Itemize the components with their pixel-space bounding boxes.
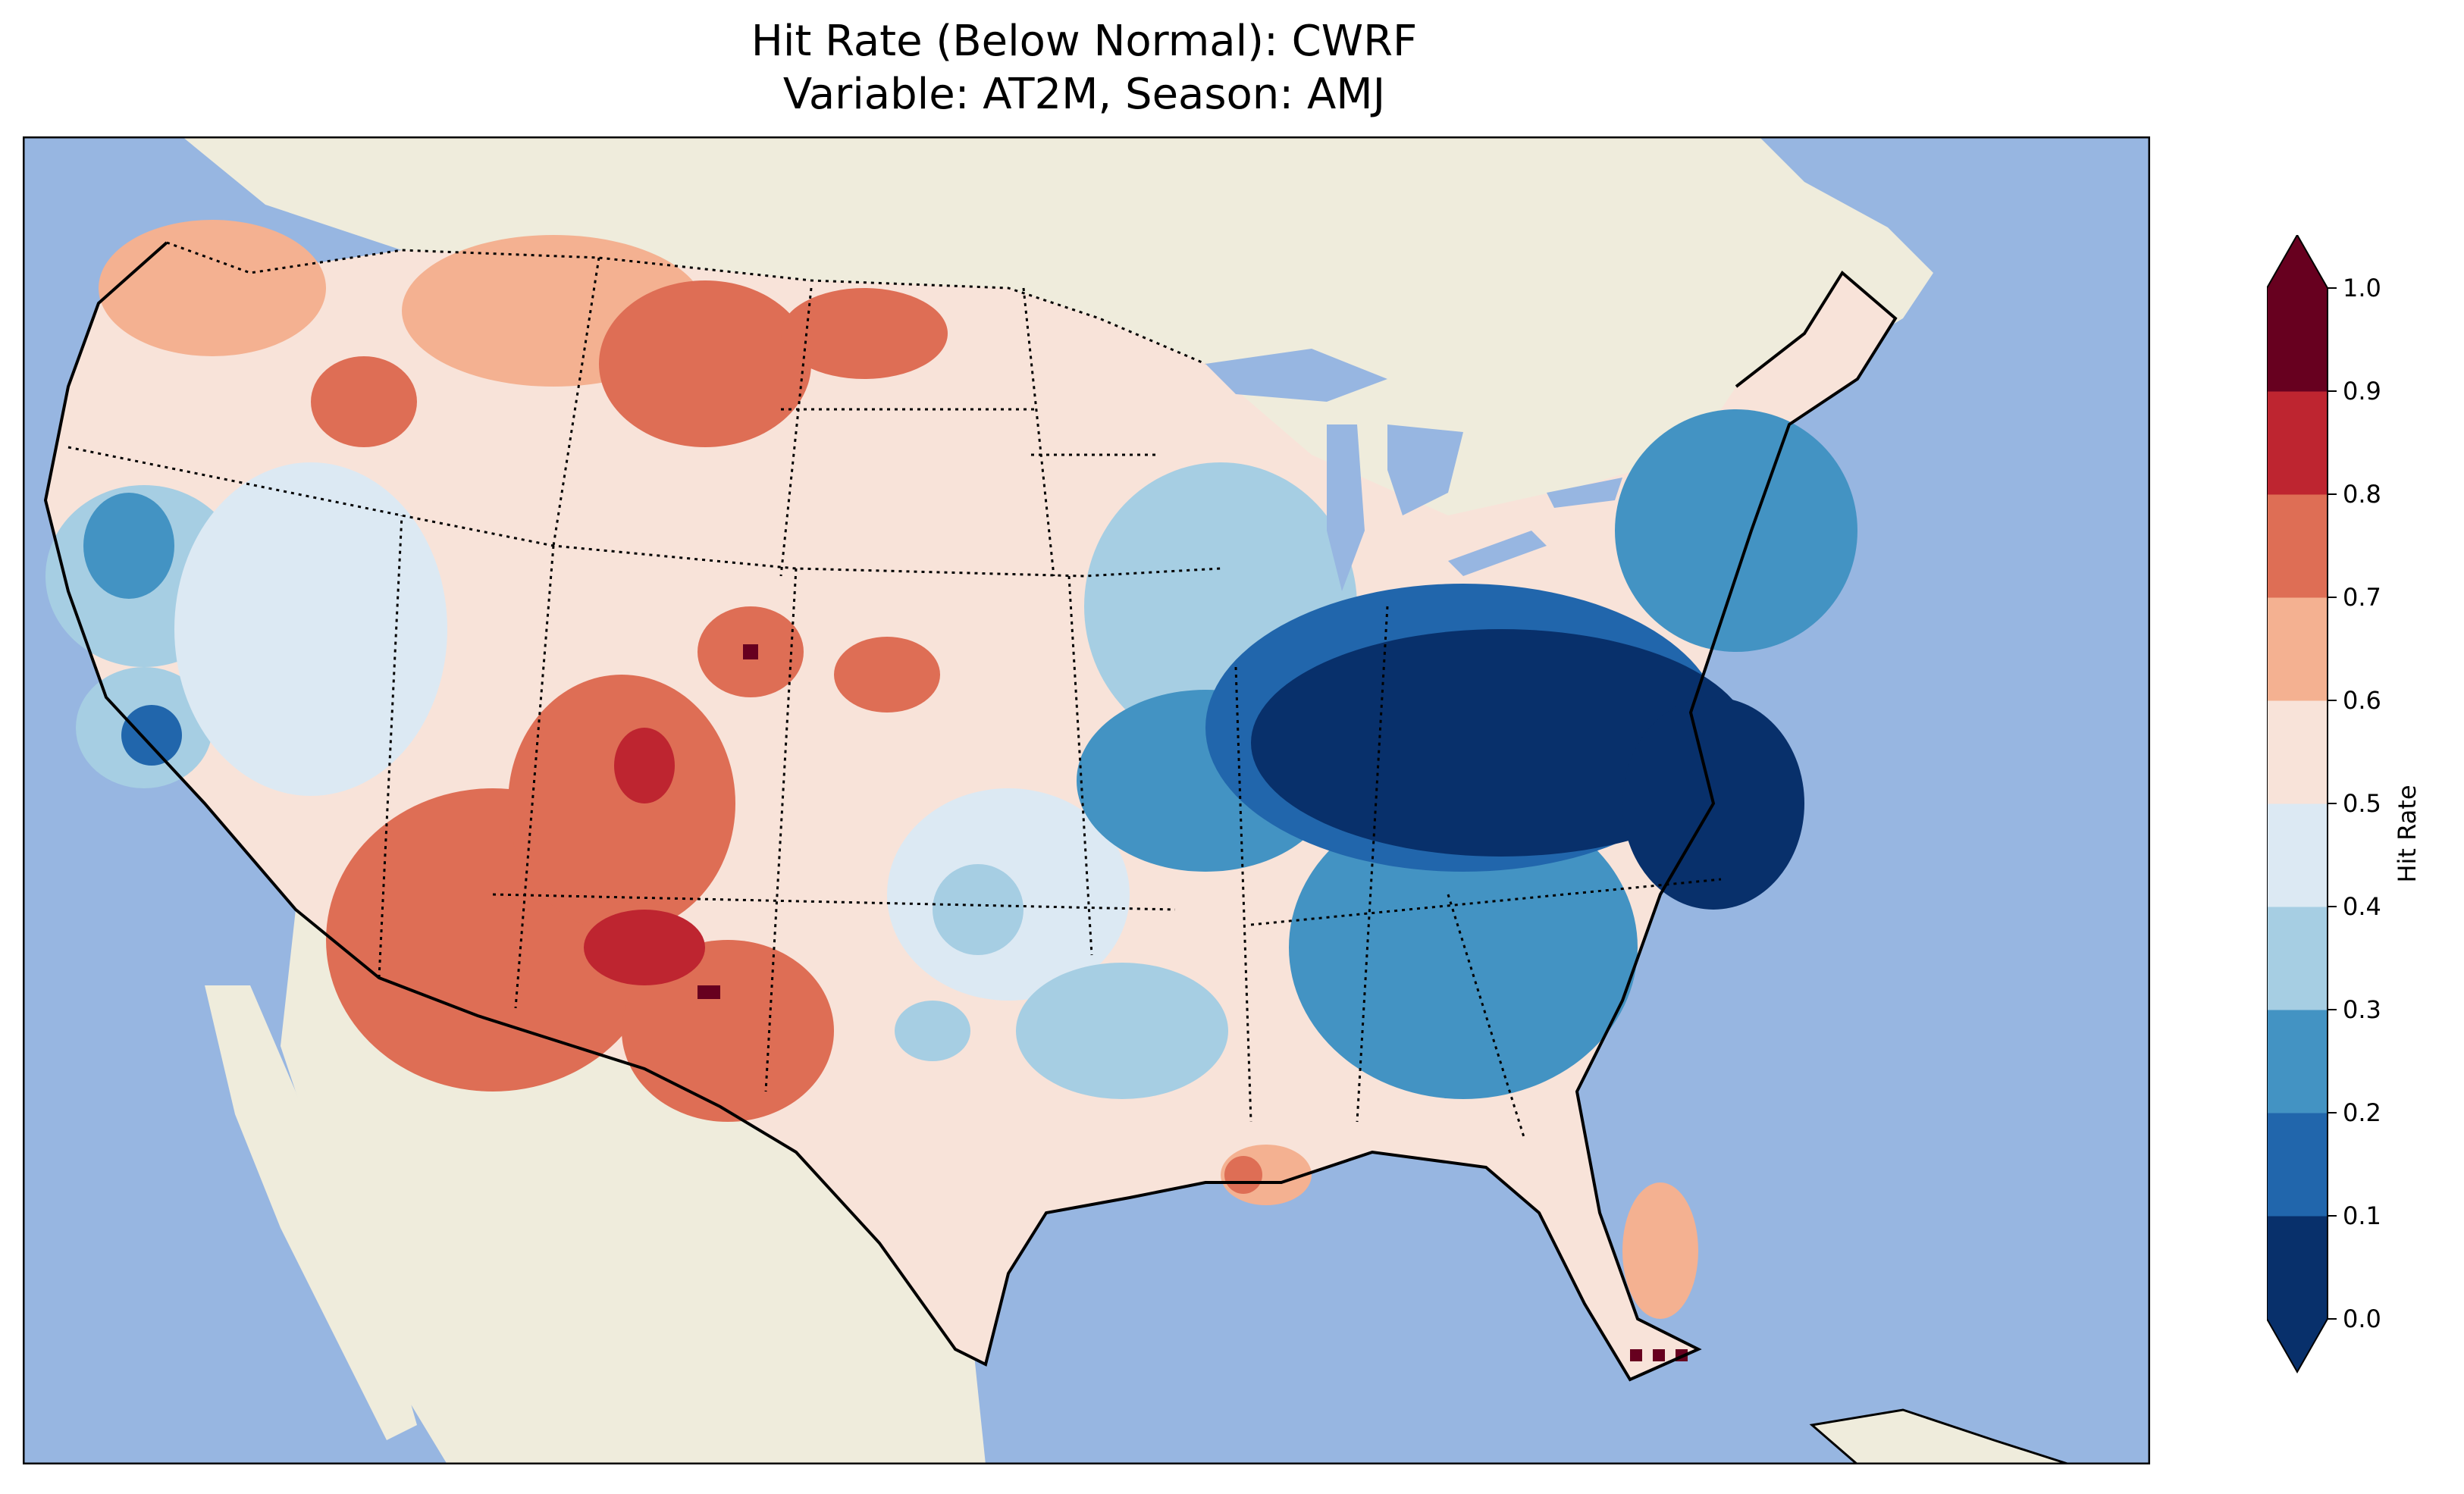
colorbar-tick-label: 0.8 — [2343, 480, 2381, 509]
heat-cell — [1289, 796, 1638, 1099]
state-border — [1067, 575, 1093, 956]
state-border — [779, 287, 813, 577]
state-border — [1234, 666, 1252, 1123]
heat-cell — [743, 644, 758, 659]
cuba-land — [1809, 1408, 2071, 1464]
heat-cell — [622, 940, 834, 1122]
heat-cell — [895, 1001, 970, 1061]
state-border — [514, 545, 555, 1009]
state-borders — [67, 257, 1722, 1138]
hit-rate-cells — [45, 220, 1857, 1361]
colorbar-bins — [2267, 288, 2328, 1320]
conus-coastline — [43, 241, 1898, 1382]
heat-cell — [698, 985, 720, 999]
colorbar-tick-label: 0.2 — [2343, 1098, 2381, 1127]
state-border — [492, 893, 1176, 911]
colorbar-bin — [2267, 907, 2328, 1010]
heat-cell — [1615, 409, 1857, 652]
colorbar-tick-label: 0.5 — [2343, 789, 2381, 818]
colorbar-extend-max — [2267, 235, 2328, 288]
colorbar-tick-label: 0.6 — [2343, 686, 2381, 715]
colorbar-tick-label: 0.3 — [2343, 995, 2381, 1024]
colorbar: 0.0 0.1 0.2 0.3 0.4 0.5 0.6 0.7 0.8 0.9 1.0 — [2267, 235, 2381, 1374]
map-frame — [23, 136, 2150, 1464]
colorbar-bin — [2267, 700, 2328, 804]
lake-erie — [1448, 531, 1547, 576]
heat-cell — [584, 910, 705, 985]
heat-cell — [174, 462, 447, 796]
colorbar-bin — [2267, 1113, 2328, 1217]
heat-cell — [508, 675, 735, 932]
title-line-1: Hit Rate (Below Normal): CWRF — [751, 17, 1418, 66]
colorbar-bin — [2267, 597, 2328, 701]
heat-cell — [614, 728, 675, 803]
colorbar-bin — [2267, 803, 2328, 907]
heat-cell — [1224, 1156, 1262, 1194]
title-line-2: Variable: AT2M, Season: AMJ — [782, 70, 1386, 119]
heat-cell — [599, 280, 811, 447]
heat-cell — [1630, 1349, 1642, 1361]
heat-cell — [83, 493, 174, 599]
colorbar-extend-min — [2267, 1319, 2328, 1372]
colorbar-tick-label: 1.0 — [2343, 274, 2381, 302]
colorbar-tick-label: 0.0 — [2343, 1305, 2381, 1333]
colorbar-bin — [2267, 1216, 2328, 1320]
state-border — [552, 257, 600, 547]
colorbar-bin — [2267, 1010, 2328, 1113]
baja-land — [205, 985, 417, 1440]
colorbar-tick-label: 0.7 — [2343, 583, 2381, 612]
heat-cell — [311, 356, 417, 447]
state-border — [1250, 878, 1722, 926]
canada-border — [166, 241, 1206, 365]
colorbar-bin — [2267, 288, 2328, 392]
great-lakes — [1205, 349, 1622, 591]
lake-huron — [1387, 424, 1463, 515]
colorbar-bin — [2267, 391, 2328, 495]
heat-cell — [99, 220, 326, 356]
heat-cell — [933, 864, 1024, 955]
chart-title: Hit Rate (Below Normal): CWRF Variable: … — [0, 15, 2168, 121]
colorbar-tick-label: 0.9 — [2343, 377, 2381, 406]
lake-ontario — [1547, 478, 1622, 508]
heat-cell — [1653, 1349, 1665, 1361]
heat-cell — [1016, 963, 1228, 1099]
heat-cell — [781, 288, 948, 379]
heat-cell — [834, 637, 940, 713]
colorbar-ticks: 0.0 0.1 0.2 0.3 0.4 0.5 0.6 0.7 0.8 0.9 1.0 — [2328, 274, 2381, 1333]
colorbar-tick-label: 0.4 — [2343, 892, 2381, 921]
state-border — [1022, 287, 1055, 577]
state-border — [67, 446, 1221, 578]
lake-superior — [1205, 349, 1387, 402]
us-hit-rate-map — [23, 136, 2150, 1464]
heat-cell — [121, 705, 182, 766]
heat-cell — [1622, 1182, 1698, 1319]
state-border — [378, 515, 403, 979]
colorbar-tick-label: 0.1 — [2343, 1201, 2381, 1230]
colorbar-label: Hit Rate — [2393, 785, 2422, 883]
lake-michigan — [1327, 424, 1365, 591]
state-border — [1356, 606, 1389, 1123]
colorbar-bin — [2267, 494, 2328, 598]
